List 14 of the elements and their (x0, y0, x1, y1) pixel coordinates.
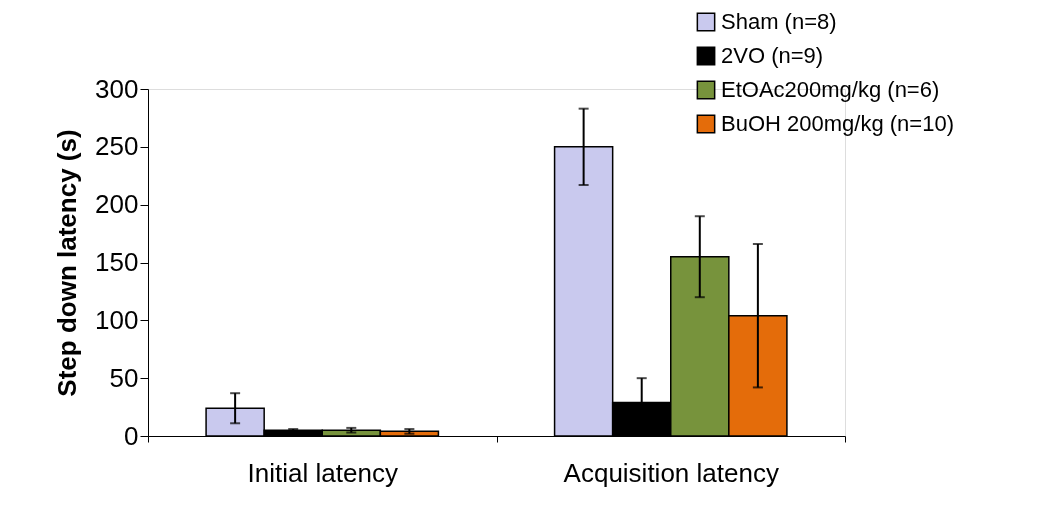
y-tick-label: 250 (95, 131, 139, 162)
legend-label: BuOH 200mg/kg (n=10) (721, 111, 954, 136)
y-tick-label: 0 (124, 420, 139, 451)
y-tick-label: 100 (95, 304, 139, 335)
y-tick-label: 150 (95, 247, 139, 277)
y-tick-label: 50 (109, 362, 139, 393)
x-tick-label: Initial latency (247, 457, 398, 488)
legend-label: EtOAc200mg/kg (n=6) (721, 77, 940, 102)
legend-label: Sham (n=8) (721, 9, 837, 34)
legend-label: 2VO (n=9) (721, 43, 824, 68)
y-axis-title: Step down latency (s) (52, 129, 83, 397)
y-tick-label: 300 (95, 73, 139, 104)
x-tick-label: Acquisition latency (563, 457, 779, 488)
y-tick-label: 200 (95, 189, 139, 220)
